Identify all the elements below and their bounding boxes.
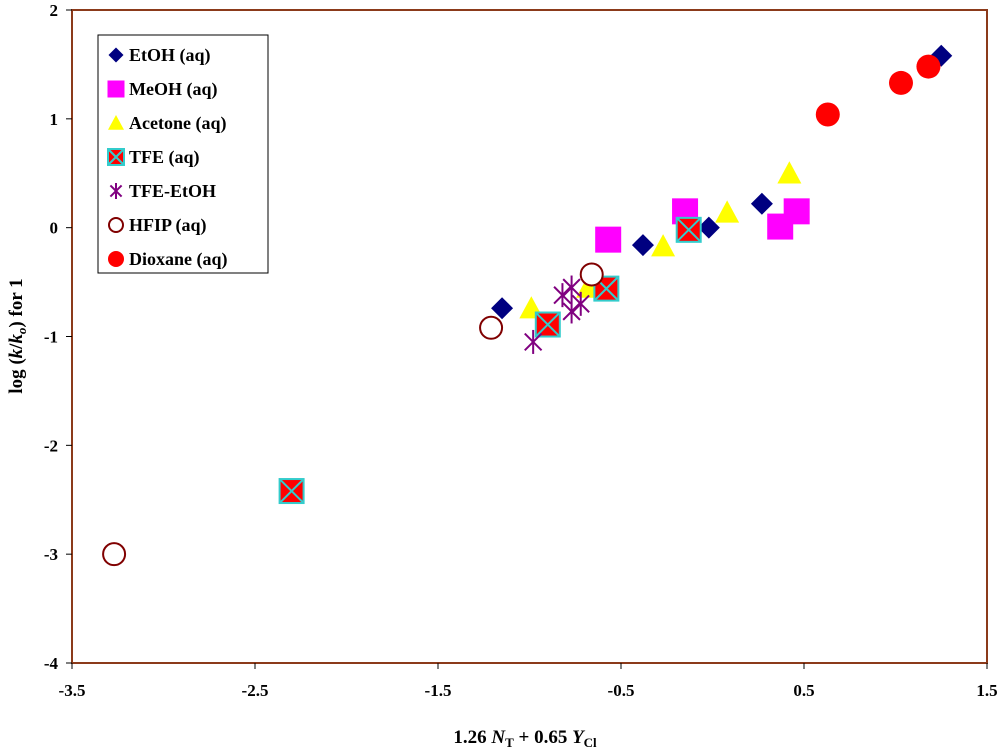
legend-marker bbox=[107, 148, 125, 166]
legend-item: MeOH (aq) bbox=[107, 79, 217, 100]
legend-label: MeOH (aq) bbox=[129, 79, 217, 100]
legend-label: HFIP (aq) bbox=[129, 215, 207, 236]
data-point bbox=[750, 192, 773, 215]
y-tick-label: 2 bbox=[50, 1, 59, 20]
data-point bbox=[697, 216, 720, 239]
legend-item: Dioxane (aq) bbox=[108, 249, 228, 270]
data-point bbox=[553, 283, 572, 308]
data-point bbox=[491, 297, 514, 320]
data-point bbox=[715, 200, 740, 223]
legend-marker bbox=[109, 183, 123, 199]
legend: EtOH (aq) MeOH (aq) Acetone (aq) TFE (aq) TF… bbox=[97, 34, 269, 274]
x-tick-label: -3.5 bbox=[59, 681, 86, 700]
legend-label: TFE-EtOH bbox=[129, 181, 216, 201]
legend-item: Acetone (aq) bbox=[108, 113, 226, 134]
data-point bbox=[595, 226, 622, 253]
data-point bbox=[777, 161, 802, 184]
x-tick-label: -2.5 bbox=[242, 681, 269, 700]
y-tick-label: -4 bbox=[44, 654, 59, 673]
data-point bbox=[571, 291, 590, 316]
data-point bbox=[534, 311, 561, 338]
data-point bbox=[562, 299, 581, 324]
legend-item: HFIP (aq) bbox=[108, 215, 207, 236]
data-point bbox=[675, 216, 702, 243]
x-tick-label: 1.5 bbox=[976, 681, 997, 700]
legend-marker bbox=[107, 80, 125, 98]
legend-label: Acetone (aq) bbox=[129, 113, 226, 134]
legend-item: EtOH (aq) bbox=[108, 45, 211, 66]
y-axis-label: log (k/ko) for 1 bbox=[6, 278, 29, 393]
data-point bbox=[278, 478, 305, 505]
legend-label: TFE (aq) bbox=[129, 147, 200, 168]
legend-label: Dioxane (aq) bbox=[129, 249, 228, 270]
data-points bbox=[102, 44, 953, 567]
legend-marker bbox=[108, 251, 124, 267]
data-point bbox=[562, 275, 581, 300]
legend-marker bbox=[108, 217, 124, 233]
x-tick-label: 0.5 bbox=[793, 681, 814, 700]
y-tick-label: 0 bbox=[50, 219, 59, 238]
legend-label: EtOH (aq) bbox=[129, 45, 211, 66]
legend-marker bbox=[108, 115, 124, 130]
x-tick-label: -1.5 bbox=[425, 681, 452, 700]
y-tick-label: -2 bbox=[44, 436, 58, 455]
legend-item: TFE-EtOH bbox=[109, 181, 216, 201]
data-point bbox=[631, 234, 654, 257]
x-tick-label: -0.5 bbox=[608, 681, 635, 700]
data-point bbox=[579, 262, 604, 287]
legend-box bbox=[97, 34, 269, 274]
x-axis-ticks: -3.5 -2.5 -1.5 -0.5 0.5 1.5 bbox=[59, 663, 998, 700]
y-axis-ticks: -4 -3 -2 -1 0 1 2 bbox=[44, 1, 72, 673]
legend-item: TFE (aq) bbox=[107, 147, 200, 168]
y-tick-label: -1 bbox=[44, 328, 58, 347]
data-point bbox=[783, 198, 810, 225]
x-axis-label: 1.26 NT + 0.65 YCl bbox=[453, 727, 597, 751]
data-point bbox=[888, 70, 913, 95]
data-point bbox=[524, 329, 543, 354]
data-point bbox=[479, 315, 504, 340]
data-point bbox=[651, 234, 676, 257]
data-point bbox=[815, 102, 840, 127]
y-tick-label: -3 bbox=[44, 545, 58, 564]
legend-marker bbox=[108, 47, 124, 63]
y-tick-label: 1 bbox=[50, 110, 59, 129]
data-point bbox=[916, 54, 941, 79]
data-point bbox=[102, 542, 127, 567]
